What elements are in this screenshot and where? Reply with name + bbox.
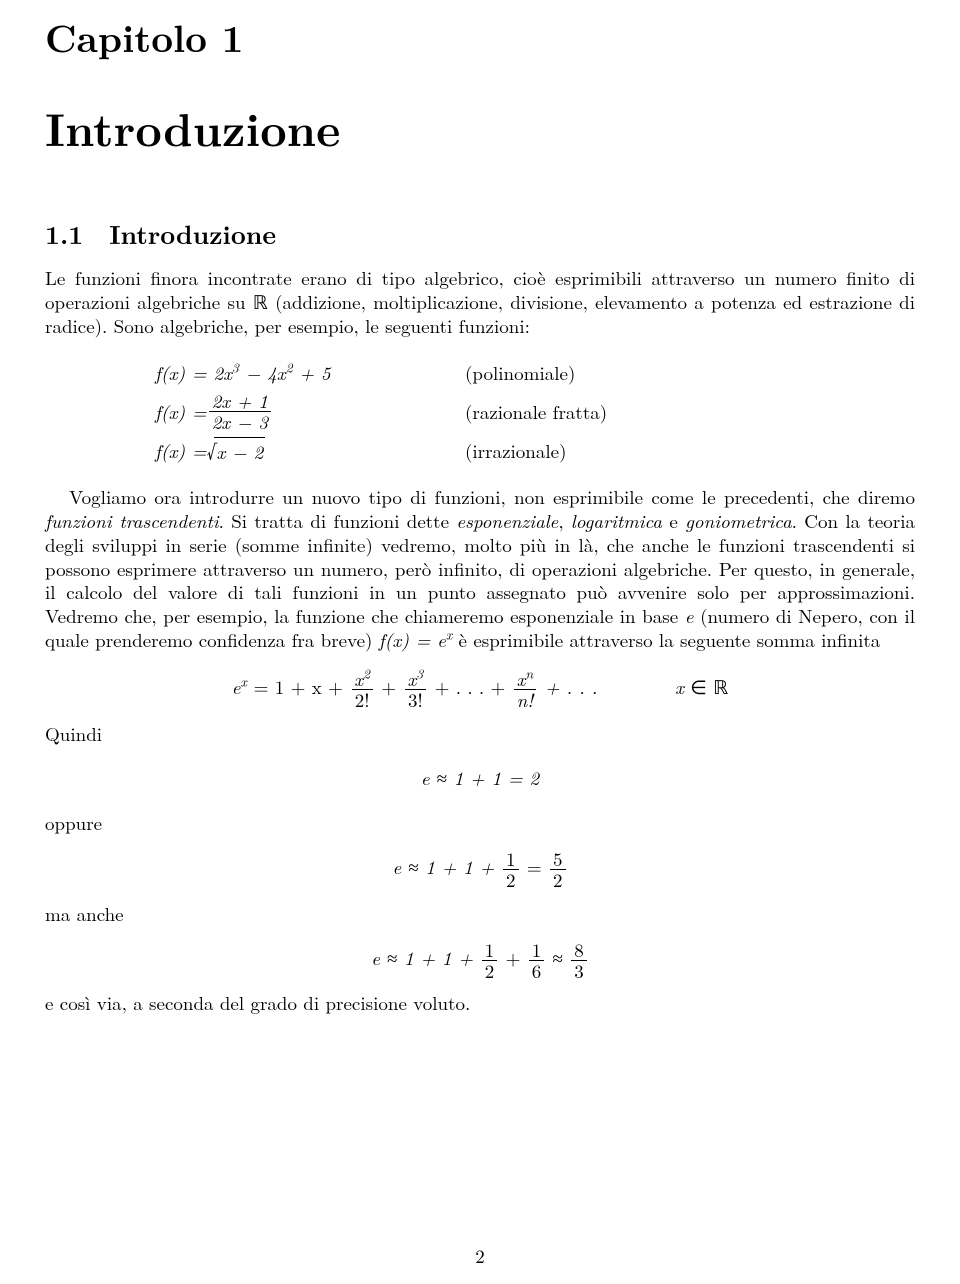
approx3-f3: 8 3 <box>571 940 587 981</box>
oppure-label: oppure <box>45 809 915 836</box>
page-number: 2 <box>0 1242 960 1269</box>
approx3-f2: 1 6 <box>529 940 545 981</box>
eq1-label: (polinomiale) <box>465 359 805 386</box>
equation-block: f(x) = 2x3 − 4x2 + 5 (polinomiale) f(x) … <box>45 355 915 467</box>
series-f1: x2 2! <box>351 669 373 710</box>
eq-polynomial: f(x) = 2x3 − 4x2 + 5 (polinomiale) <box>155 355 805 389</box>
real-symbol-2: ℝ <box>713 673 728 700</box>
fx-eq-ex: f(x) = ex <box>379 626 452 653</box>
closing-paragraph: e così via, a seconda del grado di preci… <box>45 991 915 1015</box>
series-f2: x3 3! <box>404 669 426 710</box>
maanche-label: ma anche <box>45 900 915 927</box>
eq-irrational: f(x) = x − 2 (irrazionale) <box>155 433 805 467</box>
series-equation: ex = 1 + x + x2 2! + x3 3! + . . . + xn … <box>45 666 915 710</box>
eq2-den: 2x − 3 <box>209 411 271 432</box>
eq3-label: (irrazionale) <box>465 437 805 464</box>
eq2-fraction: 2x + 1 2x − 3 <box>209 391 271 432</box>
eq3-radicand: x − 2 <box>214 437 265 465</box>
chapter-label: Capitolo 1 <box>45 10 915 64</box>
intro-paragraph-2: Vogliamo ora introdurre un nuovo tipo di… <box>45 485 915 651</box>
section-title: 1.1 Introduzione <box>45 215 915 252</box>
series-f3: xn n! <box>514 669 537 710</box>
eq2-label: (razionale fratta) <box>465 398 805 425</box>
approx3-f1: 1 2 <box>482 940 498 981</box>
eq3-sqrt: x − 2 <box>207 435 266 465</box>
approx-2: e ≈ 1 + 1 + 1 2 = 5 2 <box>45 846 915 890</box>
series-lhs: ex <box>232 673 254 700</box>
approx-1: e ≈ 1 + 1 = 2 <box>45 757 915 799</box>
approx2-f1: 1 2 <box>503 849 519 890</box>
eq-rational: f(x) = 2x + 1 2x − 3 (razionale fratta) <box>155 389 805 433</box>
eq2-lhs-pre: f(x) = <box>155 398 207 425</box>
eq1-lhs: f(x) = 2x3 − 4x2 + 5 <box>155 359 331 386</box>
quindi-label: Quindi <box>45 720 915 747</box>
p2-e2: è esprimibile attraverso la seguente som… <box>452 626 880 653</box>
eq3-lhs-pre: f(x) = <box>155 437 207 464</box>
approx2-f2: 5 2 <box>550 849 566 890</box>
chapter-title: Introduzione <box>45 94 915 160</box>
intro-paragraph-1: Le funzioni finora incontrate erano di t… <box>45 266 915 337</box>
approx-3: e ≈ 1 + 1 + 1 2 + 1 6 ≈ 8 3 <box>45 937 915 981</box>
